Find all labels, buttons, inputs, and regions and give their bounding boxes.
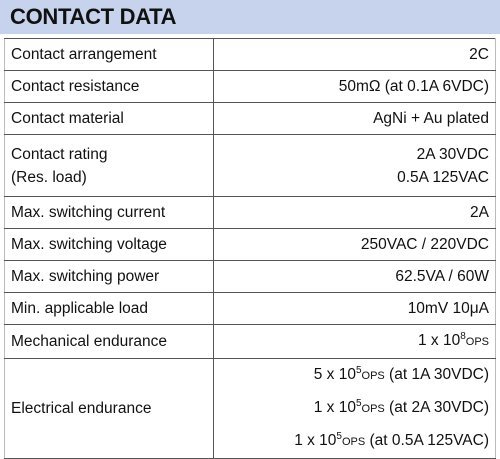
row-value: 250VAC / 220VDC [360, 236, 489, 253]
row-value-cell: 2C [213, 38, 496, 71]
value-condition: (at 2A 30VDC) [384, 399, 489, 416]
row-label: Contact resistance [11, 77, 140, 95]
table-row: Contact rating (Res. load) 2A 30VDC 0.5A 12… [4, 134, 496, 197]
row-label: Electrical endurance [11, 400, 152, 417]
row-label: (Res. load) [11, 168, 87, 186]
value-unit: OPS [361, 370, 385, 382]
value-base: 1 x 10 [313, 399, 356, 416]
row-value-cell: 250VAC / 220VDC [213, 228, 496, 261]
value-base: 1 x 10 [417, 332, 461, 349]
row-label: Contact rating [11, 145, 108, 163]
row-label: Max. switching current [11, 203, 166, 221]
value-exponent: 8 [460, 331, 466, 342]
row-label-cell: Contact arrangement [4, 38, 214, 71]
row-label-cell: Contact material [4, 102, 214, 135]
row-value-cell: 2A 30VDC 0.5A 125VAC [213, 134, 496, 197]
row-value-cell: 2A [213, 196, 496, 229]
table-row: Max. switching power 62.5VA / 60W [4, 260, 496, 293]
row-value: 1 x 105OPS (at 2A 30VDC) [220, 392, 489, 425]
row-label: Max. switching power [11, 267, 160, 285]
row-label-cell: Max. switching power [4, 260, 214, 293]
value-unit: OPS [361, 403, 385, 415]
contact-table: Contact arrangement 2C Contact resistance 5… [4, 38, 496, 459]
row-label-cell: Max. switching current [4, 196, 214, 229]
row-value: 50mΩ (at 0.1A 6VDC) [338, 78, 489, 95]
value-unit: OPS [465, 336, 489, 348]
table-row: Electrical endurance 5 x 105OPS (at 1A 30… [4, 358, 496, 459]
row-value: 1 x 105OPS (at 0.5A 125VAC) [220, 425, 489, 458]
value-condition: (at 0.5A 125VAC) [365, 432, 489, 449]
row-label-cell: Contact rating (Res. load) [4, 134, 214, 197]
table-row: Max. switching voltage 250VAC / 220VDC [4, 228, 496, 261]
table-row: Max. switching current 2A [4, 196, 496, 229]
row-label-cell: Min. applicable load [4, 292, 214, 325]
row-label-cell: Mechanical endurance [4, 324, 214, 359]
table-row: Min. applicable load 10mV 10μA [4, 292, 496, 325]
row-value: 62.5VA / 60W [395, 268, 489, 285]
row-value: AgNi + Au plated [373, 110, 489, 127]
value-unit: OPS [341, 436, 366, 448]
value-base: 1 x 10 [294, 432, 337, 449]
row-value: 2A 30VDC [416, 145, 489, 163]
row-value: 2C [469, 46, 489, 63]
row-label: Contact material [11, 109, 124, 127]
table-row: Contact arrangement 2C [4, 38, 496, 71]
value-condition: (at 1A 30VDC) [384, 366, 489, 383]
row-label: Contact arrangement [11, 45, 157, 63]
table-row: Mechanical endurance 1 x 108OPS [4, 324, 496, 359]
row-label-cell: Max. switching voltage [4, 228, 214, 261]
row-value-cell: 50mΩ (at 0.1A 6VDC) [213, 70, 496, 103]
row-label-cell: Contact resistance [4, 70, 214, 103]
value-exponent: 5 [336, 431, 342, 442]
value-exponent: 5 [355, 398, 362, 409]
value-exponent: 5 [355, 365, 362, 376]
table-row: Contact resistance 50mΩ (at 0.1A 6VDC) [4, 70, 496, 103]
table-row: Contact material AgNi + Au plated [4, 102, 496, 135]
value-base: 5 x 10 [313, 366, 356, 383]
row-value: 1 x 108OPS [220, 325, 489, 358]
row-value-cell: 10mV 10μA [213, 292, 496, 325]
row-value-cell: 62.5VA / 60W [213, 260, 496, 293]
row-label: Min. applicable load [11, 299, 149, 317]
row-value-cell: 5 x 105OPS (at 1A 30VDC) 1 x 105OPS (at 2… [213, 358, 496, 459]
row-label: Max. switching voltage [11, 235, 167, 253]
row-value: 10mV 10μA [407, 300, 489, 317]
header-title: CONTACT DATA [10, 4, 177, 29]
row-value-cell: 1 x 108OPS [213, 324, 496, 359]
row-value: 0.5A 125VAC [397, 168, 489, 186]
row-label: Mechanical endurance [11, 332, 167, 350]
row-value: 2A [470, 204, 489, 221]
header-bar: CONTACT DATA [0, 0, 500, 34]
row-label-cell: Electrical endurance [4, 358, 214, 459]
row-value: 5 x 105OPS (at 1A 30VDC) [220, 359, 489, 392]
row-value-cell: AgNi + Au plated [213, 102, 496, 135]
